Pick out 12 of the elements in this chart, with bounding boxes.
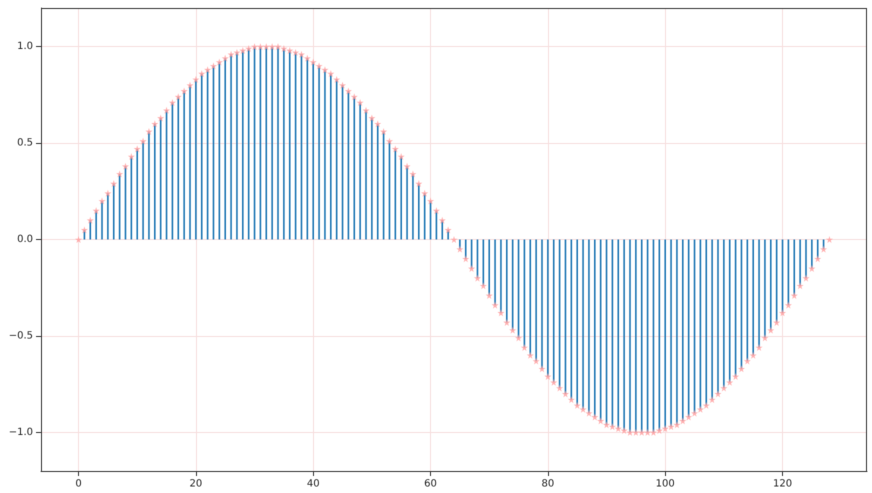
x-tick-label: 20 bbox=[190, 478, 202, 490]
x-tick-label: 80 bbox=[541, 478, 554, 490]
y-tick-label: 0.0 bbox=[17, 234, 33, 245]
y-tick-label: 1.0 bbox=[17, 41, 33, 52]
x-tick-label: 40 bbox=[306, 478, 320, 490]
y-tick-label: −1.0 bbox=[8, 426, 33, 438]
x-tick-label: 0 bbox=[75, 478, 82, 490]
y-tick-label: −0.5 bbox=[8, 330, 33, 342]
x-tick-label: 120 bbox=[772, 478, 792, 490]
x-tick-label: 100 bbox=[656, 478, 675, 490]
y-tick-label: 0.5 bbox=[17, 138, 33, 149]
x-tick-label: 60 bbox=[424, 478, 437, 490]
